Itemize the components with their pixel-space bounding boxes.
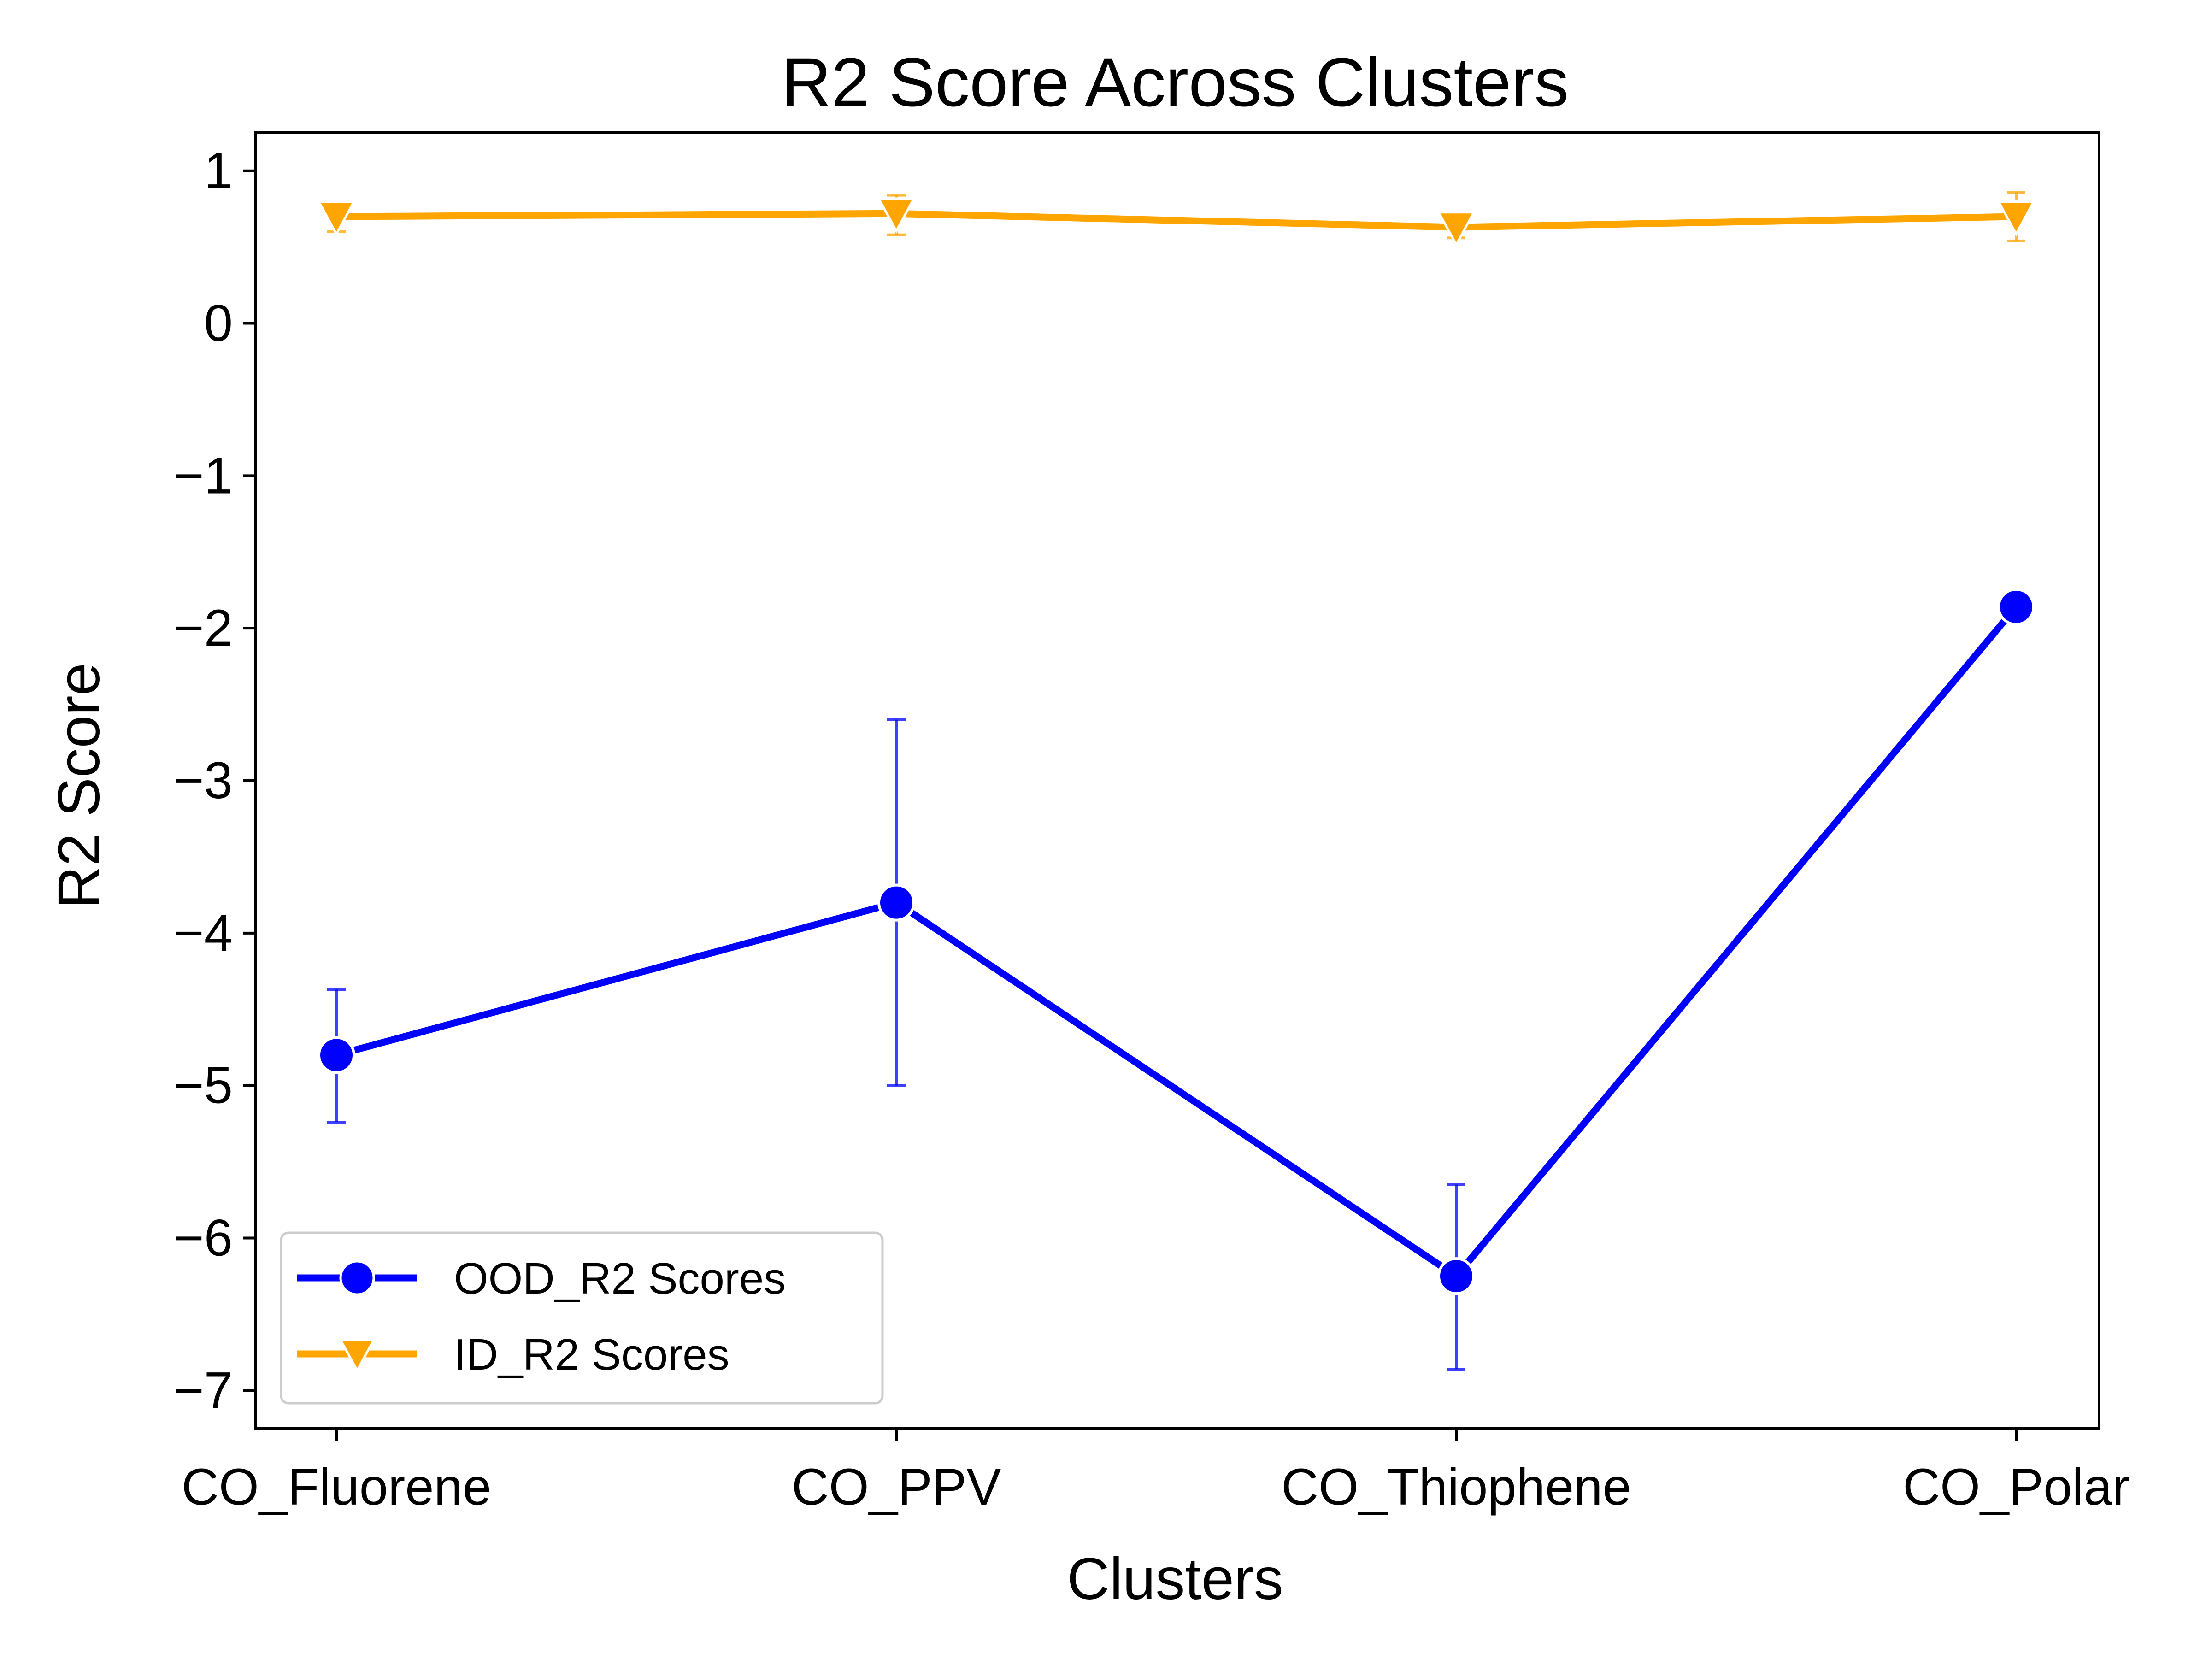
x-tick-label: CO_Thiophene [1281, 1458, 1631, 1516]
chart-title: R2 Score Across Clusters [782, 43, 1569, 121]
data-point [877, 197, 916, 234]
legend: OOD_R2 Scores ID_R2 Scores [280, 1231, 884, 1405]
data-point [1997, 588, 2035, 626]
series-ood [318, 588, 2035, 1371]
legend-box [280, 1231, 884, 1405]
x-tick-label: CO_Fluorene [182, 1458, 491, 1516]
y-tick-label: 0 [204, 294, 233, 352]
legend-marker [338, 1338, 376, 1373]
legend-label: OOD_R2 Scores [454, 1254, 786, 1303]
y-tick-label: −2 [174, 599, 233, 657]
x-tick-label: CO_Polar [1903, 1458, 2130, 1516]
data-point [1437, 1257, 1475, 1295]
data-point [317, 200, 356, 237]
series-id [317, 191, 2036, 247]
data-point [1436, 211, 1476, 247]
y-tick-label: −3 [174, 752, 233, 809]
y-tick-label: −4 [174, 904, 233, 962]
data-point [877, 883, 915, 922]
y-tick-label: −7 [174, 1361, 233, 1419]
series-line [336, 210, 2017, 231]
y-tick-label: −6 [174, 1209, 233, 1266]
legend-marker [339, 1260, 375, 1296]
y-axis-label: R2 Score [46, 663, 112, 909]
plot-area: 1 0 −1 −2 −3 −4 −5 −6 −7 CO_Fluorene CO_PPV CO_Thio… [174, 131, 2130, 1516]
x-tick-label: CO_PPV [792, 1458, 1001, 1516]
y-tick-label: −1 [174, 447, 233, 504]
series-line [335, 605, 2019, 1280]
y-tick-label: −5 [174, 1057, 233, 1114]
y-tick-label: 1 [204, 142, 233, 200]
data-point [318, 1036, 355, 1074]
legend-label: ID_R2 Scores [454, 1330, 729, 1379]
data-point [1996, 200, 2036, 237]
x-axis-label: Clusters [1067, 1546, 1283, 1612]
